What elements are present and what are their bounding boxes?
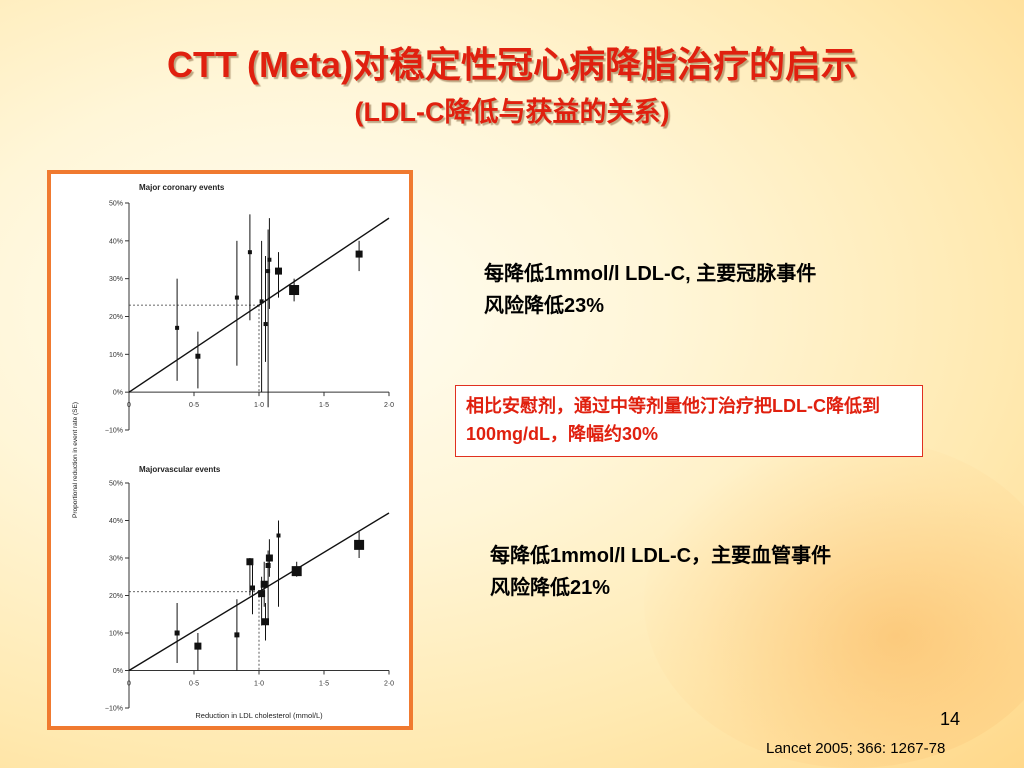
data-point	[234, 295, 239, 300]
data-point	[263, 322, 268, 327]
y-tick-label: 30%	[109, 276, 123, 283]
data-point	[246, 558, 254, 566]
y-tick-label: 10%	[109, 631, 123, 638]
y-tick-label: 0%	[113, 668, 123, 675]
page-number: 14	[940, 709, 961, 729]
data-point	[175, 325, 180, 330]
y-tick-label: 50%	[109, 201, 123, 208]
data-point	[195, 353, 201, 359]
data-point	[260, 580, 268, 588]
background-decoration	[644, 438, 1024, 768]
chart-panel-1: Major coronary events −10% 0% 10% 20% 30% 40% 5…	[72, 183, 394, 518]
y-tick-label: 40%	[109, 518, 123, 525]
y-tick-label: −10%	[105, 706, 123, 713]
x-tick-label: 0·5	[189, 681, 199, 688]
x-tick-label: 1·0	[254, 681, 264, 688]
data-point	[267, 257, 272, 262]
coronary-note: 每降低1mmol/l LDL-C, 主要冠脉事件风险降低23%	[484, 263, 817, 317]
chart-panel-2: Majorvascular events −10% 0% 10% 20% 30% 40% 50…	[105, 465, 394, 720]
regression-line	[128, 217, 390, 393]
slide-title: CTT (Meta)对稳定性冠心病降脂治疗的启示	[167, 44, 857, 85]
data-point	[250, 585, 255, 591]
chart-figure: Major coronary events −10% 0% 10% 20% 30% 40% 5…	[47, 170, 413, 730]
data-point	[234, 632, 240, 638]
x-tick-label: 0	[127, 681, 131, 688]
y-tick-label: 10%	[109, 352, 123, 359]
data-point	[276, 533, 281, 538]
data-point	[265, 563, 271, 568]
x-tick-label: 1·0	[254, 402, 264, 409]
data-point	[354, 539, 365, 550]
x-tick-label: 2·0	[384, 681, 394, 688]
data-point	[289, 285, 300, 296]
x-tick-label: 0	[127, 402, 131, 409]
y-tick-label: 30%	[109, 556, 123, 563]
data-point	[258, 590, 266, 598]
data-point	[194, 642, 202, 650]
x-axis-label: Reduction in LDL cholesterol (mmol/L)	[195, 711, 323, 720]
y-tick-label: −10%	[105, 428, 123, 435]
panel-title: Majorvascular events	[139, 465, 221, 474]
data-point	[265, 554, 273, 562]
y-tick-label: 0%	[113, 390, 123, 397]
data-point	[174, 630, 180, 636]
slide-subtitle: (LDL-C降低与获益的关系)	[354, 97, 670, 127]
statin-callout: 相比安慰剂，通过中等剂量他汀治疗把LDL-C降低到100mg/dL，降幅约30%	[455, 385, 923, 457]
x-tick-label: 0·5	[189, 402, 199, 409]
x-tick-label: 2·0	[384, 402, 394, 409]
y-tick-label: 20%	[109, 593, 123, 600]
y-axis-label: Proportional reduction in event rate (SE…	[72, 402, 79, 518]
data-point	[247, 250, 252, 255]
data-point	[291, 566, 302, 577]
data-point	[355, 250, 363, 258]
vascular-note: 每降低1mmol/l LDL-C，主要血管事件风险降低21%	[490, 545, 832, 599]
data-point	[266, 269, 271, 274]
y-tick-label: 50%	[109, 481, 123, 488]
data-point	[259, 299, 264, 304]
data-point	[275, 267, 282, 275]
y-tick-label: 40%	[109, 238, 123, 245]
x-tick-label: 1·5	[319, 402, 329, 409]
data-point	[262, 618, 269, 626]
x-tick-label: 1·5	[319, 681, 329, 688]
citation: Lancet 2005; 366: 1267-78	[766, 740, 946, 757]
chart-canvas: Major coronary events −10% 0% 10% 20% 30% 40% 5…	[72, 183, 394, 720]
panel-title: Major coronary events	[139, 183, 225, 192]
y-tick-label: 20%	[109, 314, 123, 321]
